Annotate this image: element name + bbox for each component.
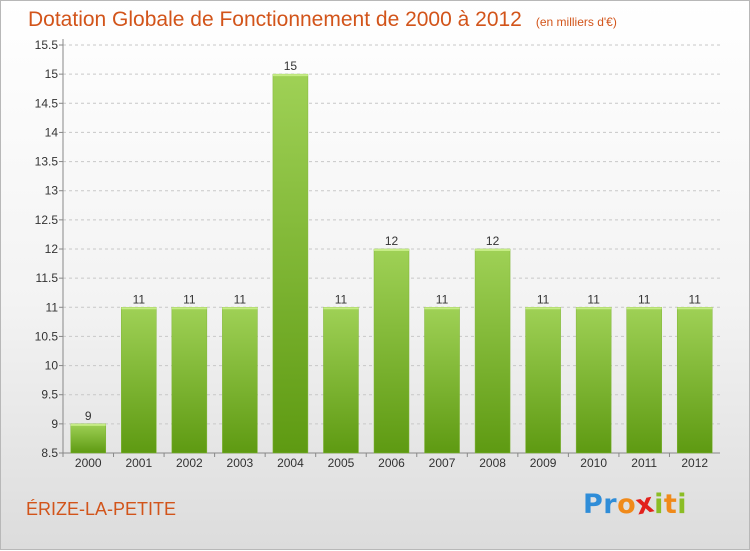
logo-letter: o — [617, 489, 637, 520]
y-tick-label: 12 — [45, 242, 59, 256]
bar — [424, 307, 460, 454]
bar — [171, 307, 208, 454]
x-tick-label: 2004 — [277, 456, 304, 470]
logo-letter: i — [677, 489, 688, 520]
y-tick-label: 14 — [45, 125, 59, 139]
y-tick-label: 11.5 — [36, 271, 59, 285]
x-tick-label: 2003 — [227, 456, 254, 470]
bar-value-label: 11 — [638, 292, 651, 306]
x-tick-label: 2006 — [378, 456, 405, 470]
bars — [70, 73, 713, 454]
y-tick-label: 10 — [45, 359, 59, 373]
chart-unit: (en milliers d'€) — [535, 15, 617, 29]
y-tick-label: 9.5 — [41, 388, 58, 402]
x-tick-label: 2000 — [75, 456, 102, 470]
bar — [474, 248, 511, 454]
y-tick-label: 13 — [45, 184, 59, 198]
bar — [121, 307, 157, 454]
bar — [676, 307, 713, 454]
bar-value-label: 11 — [436, 292, 449, 306]
bar — [70, 423, 107, 454]
x-tick-label: 2008 — [479, 456, 506, 470]
x-tick-label: 2011 — [631, 456, 657, 470]
logo-letter: P — [583, 489, 604, 520]
bar-value-label: 12 — [486, 234, 500, 248]
logo-letter: t — [663, 489, 678, 520]
y-tick-label: 8.5 — [41, 446, 58, 460]
bar-value-label: 11 — [133, 292, 146, 306]
y-tick-label: 15.5 — [35, 38, 59, 52]
x-tick-labels: 2000 2001 2002 2003 2004 2005 2006 2007 2008 2009… — [75, 456, 708, 470]
bar-value-label: 9 — [85, 409, 92, 423]
y-tick-label: 12.5 — [35, 213, 59, 227]
bar-value-label: 11 — [688, 292, 701, 306]
bar — [222, 307, 258, 454]
x-tick-label: 2007 — [429, 456, 456, 470]
y-tick-label: 11 — [46, 300, 59, 314]
x-tick-label: 2002 — [176, 456, 203, 470]
x-tick-label: 2010 — [580, 456, 607, 470]
bar-value-label: 11 — [335, 292, 348, 306]
bar-value-label: 11 — [183, 292, 196, 306]
chart-title-text: Dotation Globale de Fonctionnement de 20… — [28, 8, 522, 31]
x-tick-label: 2005 — [328, 456, 355, 470]
bar-value-label: 11 — [537, 292, 550, 306]
bar-value-label: 11 — [234, 292, 247, 306]
x-tick-label: 2012 — [681, 456, 708, 470]
bar — [323, 307, 359, 454]
bar — [575, 307, 612, 454]
bar — [525, 307, 561, 454]
data-labels: 9 11 11 11 15 11 12 11 12 11 11 11 11 — [85, 59, 701, 423]
y-tick-label: 14.5 — [35, 96, 59, 110]
y-tick-labels: 8.5 9 9.5 10 10.5 11 11.5 12 12.5 13 13.5 14 14.5 15 1… — [35, 38, 59, 460]
bar — [373, 248, 410, 454]
proxiti-logo: Proxiti — [583, 487, 688, 521]
bar-value-label: 11 — [587, 292, 600, 306]
bar-value-label: 15 — [284, 59, 298, 73]
y-tick-label: 9 — [51, 417, 58, 431]
place-name: ÉRIZE-LA-PETITE — [26, 499, 177, 519]
x-tick-label: 2001 — [125, 456, 152, 470]
chart-title: Dotation Globale de Fonctionnement de 20… — [28, 8, 617, 32]
logo-letter: i — [654, 489, 664, 520]
logo-letter: r — [603, 489, 618, 520]
x-tick-label: 2009 — [530, 456, 557, 470]
y-tick-label: 10.5 — [35, 329, 59, 343]
bar — [272, 73, 309, 454]
bar — [626, 307, 662, 454]
y-tick-label: 13.5 — [35, 155, 59, 169]
bar-value-label: 12 — [385, 234, 399, 248]
y-tick-label: 15 — [45, 67, 59, 81]
